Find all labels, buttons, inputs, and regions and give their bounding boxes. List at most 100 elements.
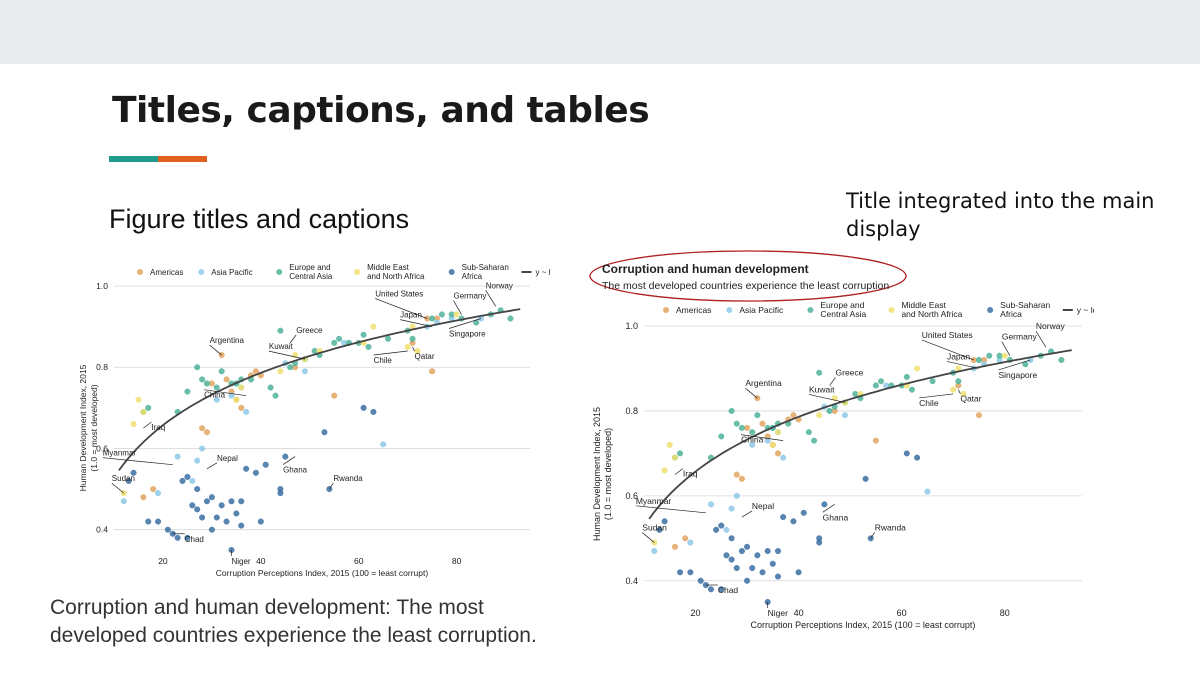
data-point: [841, 412, 848, 419]
x-tick-label: 20: [691, 608, 701, 618]
annotation-leader: [268, 350, 305, 360]
figure-caption: Corruption and human development: The mo…: [50, 596, 537, 647]
annotation-chad: Chad: [718, 585, 739, 595]
data-point: [754, 412, 761, 419]
annotation-germany: Germany: [1002, 332, 1038, 342]
legend-label-5: y ~ log(x): [1077, 305, 1094, 315]
annotation-greece: Greece: [296, 326, 323, 335]
data-point: [140, 494, 147, 501]
annotation-kuwait: Kuwait: [809, 384, 835, 394]
data-point: [697, 577, 704, 584]
annotation-leader: [921, 339, 974, 361]
data-point: [184, 473, 191, 480]
data-point: [852, 390, 859, 397]
y-tick-label: 0.8: [96, 362, 108, 372]
data-point: [759, 420, 766, 427]
data-point: [764, 437, 771, 444]
data-point: [872, 437, 879, 444]
data-point: [1001, 352, 1008, 359]
legend-label-4-line1: Sub-Saharan: [1000, 300, 1050, 310]
legend-label-3-line1: Middle East: [901, 300, 946, 310]
data-point: [975, 412, 982, 419]
annotation-china: China: [741, 435, 763, 445]
annotation-qatar: Qatar: [415, 352, 435, 361]
data-point: [282, 453, 289, 460]
annotation-leader: [329, 482, 334, 490]
annotation-leader: [946, 361, 980, 369]
legend-marker-0: [663, 307, 669, 313]
data-point: [257, 518, 264, 525]
data-point: [135, 396, 142, 403]
right-label: Title integrated into the main display: [846, 189, 1155, 241]
annotation-kuwait: Kuwait: [269, 342, 294, 351]
data-point: [744, 424, 751, 431]
data-point: [155, 490, 162, 497]
series-1: [651, 356, 1034, 555]
data-point: [267, 384, 274, 391]
annotation-iraq: Iraq: [683, 469, 698, 479]
legend-marker-2: [276, 269, 283, 275]
x-tick-label: 60: [354, 556, 364, 566]
data-point: [228, 392, 235, 399]
data-point: [677, 450, 684, 457]
data-point: [385, 335, 392, 342]
data-point: [199, 376, 206, 383]
data-point: [120, 498, 127, 505]
annotation-leader: [373, 350, 408, 356]
data-point: [878, 378, 885, 385]
data-point: [429, 315, 436, 322]
data-point: [826, 407, 833, 414]
data-point: [774, 450, 781, 457]
data-point: [223, 518, 230, 525]
section-label: Figure titles and captions: [109, 204, 410, 234]
data-point: [733, 420, 740, 427]
data-point: [728, 535, 735, 542]
legend-label-3-line1: Middle East: [367, 263, 410, 272]
data-point: [986, 352, 993, 359]
data-point: [769, 441, 776, 448]
trend-line: [118, 308, 521, 471]
legend-label-4-line2: Africa: [1000, 309, 1022, 319]
legend-marker-4: [448, 269, 455, 275]
data-point: [218, 368, 225, 375]
data-point: [414, 347, 421, 354]
x-tick-label: 20: [158, 556, 168, 566]
annotation-united-states: United States: [922, 330, 973, 340]
accent-bar-teal: [109, 156, 158, 162]
annotation-ghana: Ghana: [283, 466, 308, 475]
data-point: [687, 539, 694, 546]
data-point: [811, 437, 818, 444]
data-point: [238, 498, 245, 505]
annotation-nepal: Nepal: [217, 454, 238, 463]
data-point: [996, 352, 1003, 359]
legend-label-2-line2: Central Asia: [289, 272, 333, 281]
data-point: [243, 465, 250, 472]
annotation-leader: [485, 290, 497, 307]
data-point: [370, 323, 377, 330]
title-highlight-ellipse: [589, 250, 907, 302]
chart-title: Corruption and human development: [602, 262, 809, 276]
annotation-leader: [674, 468, 684, 475]
annotation-united-states: United States: [375, 289, 423, 298]
data-point: [671, 454, 678, 461]
x-tick-label: 40: [256, 556, 266, 566]
legend-label-0: Americas: [676, 305, 711, 315]
data-point: [252, 469, 259, 476]
annotation-rwanda: Rwanda: [333, 474, 363, 483]
data-point: [199, 425, 206, 432]
data-point: [438, 311, 445, 318]
legend-marker-3: [888, 307, 895, 313]
data-point: [277, 368, 284, 375]
legend-label-2-line1: Europe and: [820, 300, 864, 310]
data-point: [914, 454, 921, 461]
annotation-greece: Greece: [836, 367, 864, 377]
data-point: [145, 404, 152, 411]
data-point: [370, 408, 377, 415]
series-4: [125, 404, 377, 554]
annotation-leader: [998, 359, 1031, 371]
data-point: [233, 510, 240, 517]
y-tick-label: 1.0: [96, 281, 108, 291]
data-point: [960, 390, 967, 397]
data-point: [213, 514, 220, 521]
data-point: [738, 475, 745, 482]
